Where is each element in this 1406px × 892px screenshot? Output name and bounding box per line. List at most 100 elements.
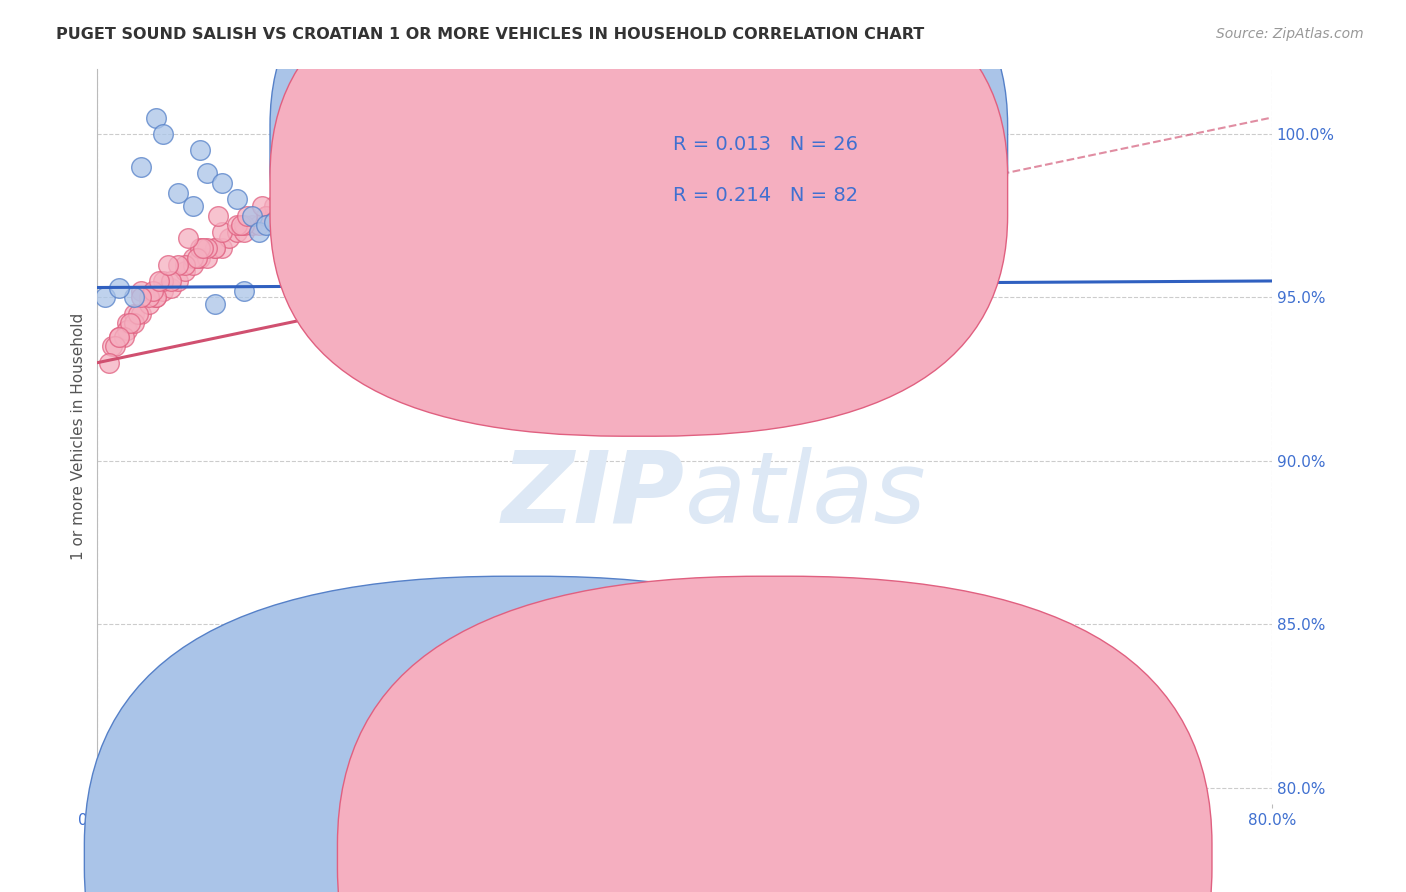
Point xyxy=(225,192,247,206)
Point xyxy=(131,307,153,321)
Point xyxy=(211,225,233,239)
Point xyxy=(204,241,226,255)
Text: atlas: atlas xyxy=(685,447,927,543)
Point xyxy=(314,176,336,190)
Point xyxy=(240,219,263,233)
Point xyxy=(366,209,388,223)
Point xyxy=(142,284,165,298)
Point xyxy=(329,176,352,190)
Point xyxy=(197,166,219,180)
Point xyxy=(284,258,307,272)
Point xyxy=(453,225,475,239)
Point xyxy=(336,192,359,206)
Point xyxy=(148,274,170,288)
Point xyxy=(233,225,256,239)
Point xyxy=(225,219,247,233)
Point xyxy=(321,199,343,213)
Point xyxy=(225,225,247,239)
Text: R = 0.013   N = 26: R = 0.013 N = 26 xyxy=(673,135,858,153)
Point xyxy=(115,323,138,337)
Point xyxy=(468,241,491,255)
Point xyxy=(307,274,329,288)
Point xyxy=(236,209,259,223)
Point xyxy=(122,317,145,331)
Point xyxy=(254,209,277,223)
Point xyxy=(152,274,174,288)
Point xyxy=(108,329,131,343)
Point xyxy=(211,241,233,255)
Point xyxy=(277,241,299,255)
Point xyxy=(291,192,314,206)
Point xyxy=(270,199,292,213)
Point xyxy=(177,231,200,245)
Point xyxy=(122,307,145,321)
FancyBboxPatch shape xyxy=(270,0,1008,386)
Text: PUGET SOUND SALISH VS CROATIAN 1 OR MORE VEHICLES IN HOUSEHOLD CORRELATION CHART: PUGET SOUND SALISH VS CROATIAN 1 OR MORE… xyxy=(56,27,925,42)
Point xyxy=(152,127,174,141)
Point xyxy=(432,225,454,239)
Point xyxy=(174,264,197,278)
Point xyxy=(108,329,131,343)
Point xyxy=(233,219,256,233)
Point xyxy=(291,186,314,200)
Point xyxy=(527,274,550,288)
Point xyxy=(167,186,190,200)
Point xyxy=(188,251,211,265)
Y-axis label: 1 or more Vehicles in Household: 1 or more Vehicles in Household xyxy=(72,312,86,560)
Point xyxy=(152,284,174,298)
Point xyxy=(409,225,432,239)
Point xyxy=(263,215,285,229)
Point xyxy=(122,290,145,304)
Point xyxy=(254,219,277,233)
Point xyxy=(250,199,273,213)
FancyBboxPatch shape xyxy=(270,0,1008,436)
Point xyxy=(204,241,226,255)
Point xyxy=(343,176,366,190)
Point xyxy=(188,241,211,255)
Point xyxy=(197,241,219,255)
Text: Source: ZipAtlas.com: Source: ZipAtlas.com xyxy=(1216,27,1364,41)
Point xyxy=(112,329,135,343)
Point xyxy=(181,251,204,265)
Point xyxy=(145,290,167,304)
Point xyxy=(299,274,322,288)
Point xyxy=(181,199,204,213)
Point xyxy=(115,317,138,331)
Point xyxy=(159,274,181,288)
Point xyxy=(167,258,190,272)
Point xyxy=(211,176,233,190)
Point xyxy=(167,274,190,288)
Point xyxy=(131,160,153,174)
Point xyxy=(101,339,124,353)
Text: Croatians: Croatians xyxy=(796,851,869,865)
Point xyxy=(145,111,167,125)
Point xyxy=(291,264,314,278)
Point xyxy=(186,251,208,265)
Point xyxy=(247,225,270,239)
Point xyxy=(373,209,395,223)
Point xyxy=(240,209,263,223)
Point xyxy=(254,209,277,223)
Point xyxy=(127,307,149,321)
Point xyxy=(820,274,842,288)
Point xyxy=(284,192,307,206)
Point xyxy=(307,209,329,223)
Point xyxy=(98,356,121,370)
Point xyxy=(191,241,214,255)
Point xyxy=(277,192,299,206)
Point xyxy=(197,251,219,265)
Point xyxy=(207,209,229,223)
Point xyxy=(204,297,226,311)
Text: Puget Sound Salish: Puget Sound Salish xyxy=(543,851,690,865)
Point xyxy=(188,143,211,157)
Point xyxy=(93,290,115,304)
Point xyxy=(138,297,160,311)
Point xyxy=(402,219,425,233)
Point xyxy=(159,280,181,294)
Point xyxy=(131,284,153,298)
Point xyxy=(247,219,270,233)
Text: ZIP: ZIP xyxy=(502,447,685,543)
Point xyxy=(131,290,153,304)
Point xyxy=(270,192,292,206)
Point xyxy=(118,317,141,331)
